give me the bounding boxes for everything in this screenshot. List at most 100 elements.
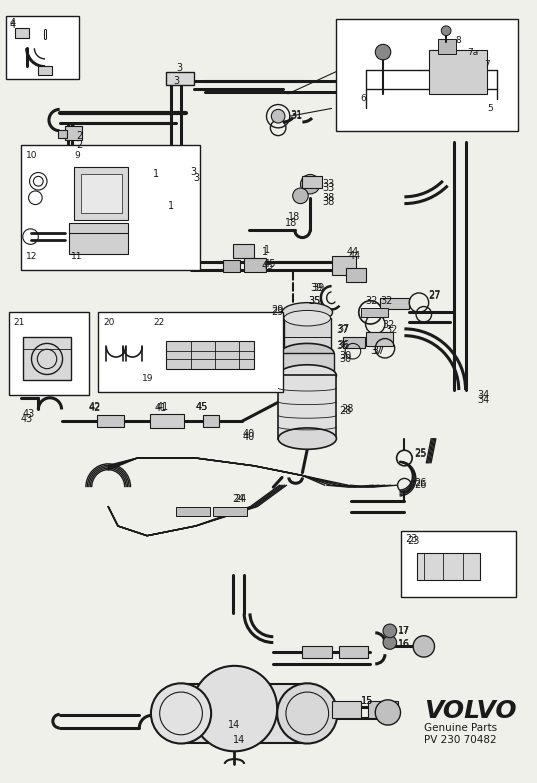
Bar <box>150 414 184 428</box>
Bar <box>361 308 388 317</box>
Bar <box>181 684 307 742</box>
Bar <box>331 256 356 276</box>
Text: 32: 32 <box>385 325 397 335</box>
Text: 7: 7 <box>484 60 490 69</box>
Text: 38: 38 <box>322 193 334 203</box>
Text: 36: 36 <box>337 341 350 350</box>
Text: 33: 33 <box>322 183 334 193</box>
Circle shape <box>301 175 320 194</box>
Text: 5: 5 <box>487 104 492 113</box>
Circle shape <box>293 188 308 204</box>
Bar <box>278 376 336 438</box>
Bar <box>438 38 456 54</box>
Bar <box>380 298 409 309</box>
Text: 26: 26 <box>414 480 426 490</box>
Bar <box>81 175 122 213</box>
Text: 37: 37 <box>371 346 383 356</box>
Bar <box>368 701 397 718</box>
Text: 25: 25 <box>414 449 426 459</box>
Text: PV 230 70482: PV 230 70482 <box>424 734 496 745</box>
Text: 17: 17 <box>397 626 410 636</box>
Text: Genuine Parts: Genuine Parts <box>424 723 497 733</box>
Ellipse shape <box>277 684 337 744</box>
Text: 29: 29 <box>271 305 284 316</box>
Circle shape <box>441 26 451 35</box>
Text: 44: 44 <box>346 247 358 257</box>
Text: 14: 14 <box>233 734 245 745</box>
Text: 27: 27 <box>429 290 441 301</box>
Bar <box>21 146 200 269</box>
Text: 33: 33 <box>322 179 334 189</box>
Bar <box>402 531 516 597</box>
Text: 28: 28 <box>339 406 352 417</box>
Text: 11: 11 <box>71 251 83 261</box>
Text: 10: 10 <box>26 150 37 160</box>
Bar <box>213 507 247 516</box>
Bar <box>69 223 128 254</box>
Bar <box>223 260 240 272</box>
Text: 4: 4 <box>9 18 15 28</box>
Text: 4: 4 <box>9 20 15 30</box>
Text: 28: 28 <box>342 405 354 414</box>
Bar <box>176 507 210 516</box>
Text: VOLVO: VOLVO <box>424 698 517 723</box>
Text: 1: 1 <box>169 200 175 211</box>
Text: 26: 26 <box>414 478 426 489</box>
Text: 44: 44 <box>348 251 360 261</box>
Text: 3: 3 <box>173 76 179 86</box>
Bar <box>366 332 393 346</box>
Text: 35: 35 <box>308 296 321 305</box>
Text: 9: 9 <box>74 150 80 160</box>
Text: 41: 41 <box>155 402 167 413</box>
Text: 40: 40 <box>242 429 255 438</box>
Ellipse shape <box>280 344 334 363</box>
Bar <box>57 130 68 138</box>
Text: 18: 18 <box>285 218 297 228</box>
Text: 7a: 7a <box>468 48 479 56</box>
Bar <box>343 337 365 348</box>
Text: 45: 45 <box>262 261 274 271</box>
Text: 39: 39 <box>312 283 324 293</box>
Circle shape <box>271 110 285 123</box>
Ellipse shape <box>282 303 332 322</box>
Text: 6: 6 <box>361 94 366 103</box>
Circle shape <box>375 45 391 60</box>
Bar <box>284 318 331 352</box>
Text: 42: 42 <box>89 402 101 413</box>
Bar <box>336 19 518 131</box>
Text: 1: 1 <box>262 247 268 257</box>
Bar <box>166 71 194 85</box>
Ellipse shape <box>278 365 336 386</box>
Bar <box>23 337 71 381</box>
Text: 32: 32 <box>366 296 378 305</box>
Text: 42: 42 <box>89 402 101 412</box>
Bar <box>302 647 331 658</box>
Text: 38: 38 <box>322 197 334 207</box>
Text: 19: 19 <box>142 374 154 383</box>
Circle shape <box>383 636 397 649</box>
Text: 18: 18 <box>288 212 300 222</box>
Text: 3: 3 <box>194 173 200 183</box>
Text: 21: 21 <box>13 318 24 327</box>
Text: 16: 16 <box>397 640 410 649</box>
Text: 24: 24 <box>233 494 245 503</box>
Bar <box>98 312 283 392</box>
Text: 43: 43 <box>21 414 33 424</box>
Bar <box>429 50 487 94</box>
Text: 45: 45 <box>264 259 276 269</box>
Text: 29: 29 <box>271 308 284 317</box>
Text: 32: 32 <box>380 296 393 305</box>
Bar <box>74 167 128 220</box>
Text: 36: 36 <box>336 341 349 352</box>
Bar <box>6 16 79 79</box>
Text: 25: 25 <box>414 448 426 458</box>
Ellipse shape <box>284 310 331 326</box>
Text: 23: 23 <box>405 534 418 543</box>
Bar <box>339 647 368 658</box>
Ellipse shape <box>278 428 336 449</box>
Text: 22: 22 <box>154 318 165 327</box>
Bar <box>281 353 333 370</box>
Text: 17: 17 <box>397 626 409 635</box>
Text: 12: 12 <box>26 251 37 261</box>
Text: 32: 32 <box>382 320 395 330</box>
